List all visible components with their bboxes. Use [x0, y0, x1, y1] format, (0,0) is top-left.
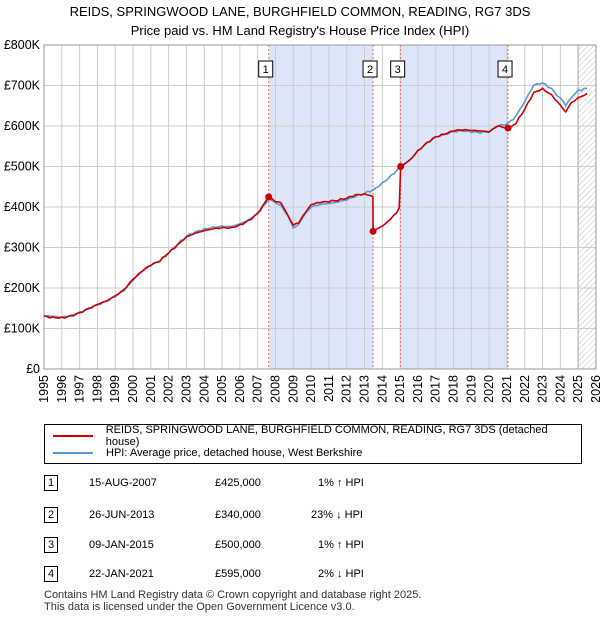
- footer-attribution: Contains HM Land Registry data © Crown c…: [44, 589, 421, 613]
- x-tick-label: 2021: [500, 375, 514, 403]
- chart-legend: REIDS, SPRINGWOOD LANE, BURGHFIELD COMMO…: [44, 424, 582, 464]
- x-tick-label: 2013: [358, 375, 372, 403]
- sale-date: 26-JUN-2013: [89, 509, 155, 521]
- sale-price: £340,000: [215, 509, 261, 521]
- x-tick-label: 1995: [37, 375, 51, 403]
- y-tick-label: £300K: [4, 241, 41, 255]
- sale-price: £425,000: [215, 477, 261, 489]
- x-tick-label: 2023: [536, 375, 550, 403]
- footer-licence: This data is licensed under the Open Gov…: [44, 601, 355, 613]
- sale-hpi-change: 2% ↓ HPI: [318, 568, 364, 580]
- x-tick-label: 2005: [215, 375, 229, 403]
- sale-date: 09-JAN-2015: [89, 539, 154, 551]
- x-tick-label: 2022: [518, 375, 532, 403]
- x-tick-label: 2004: [197, 375, 211, 403]
- sale-label: 1: [263, 64, 269, 76]
- sale-label-box: [497, 60, 513, 78]
- legend-item-property: REIDS, SPRINGWOOD LANE, BURGHFIELD COMMO…: [53, 424, 581, 448]
- legend-label-hpi: HPI: Average price, detached house, West…: [106, 447, 363, 459]
- y-tick-label: £0: [26, 362, 40, 376]
- sale-number-badge: 3: [44, 537, 58, 553]
- x-tick-label: 2006: [233, 375, 247, 403]
- sale-point: [504, 124, 512, 132]
- sale-price: £595,000: [215, 568, 261, 580]
- x-tick-label: 2012: [340, 375, 354, 403]
- chart-title-block: REIDS, SPRINGWOOD LANE, BURGHFIELD COMMO…: [0, 2, 600, 40]
- x-tick-label: 2011: [322, 375, 336, 402]
- x-tick-label: 2017: [429, 375, 443, 403]
- x-tick-label: 1997: [73, 375, 87, 403]
- x-tick-label: 2020: [482, 375, 496, 403]
- sale-label-box: [390, 60, 406, 78]
- legend-swatch-hpi: [53, 452, 93, 454]
- sale-label-box: [258, 60, 274, 78]
- x-tick-label: 2008: [268, 375, 282, 403]
- sale-label-box: [362, 60, 378, 78]
- sale-label: 2: [367, 64, 373, 76]
- sale-date: 15-AUG-2007: [89, 477, 157, 489]
- sale-number-badge: 2: [44, 507, 58, 523]
- sale-hpi-change: 1% ↑ HPI: [318, 539, 364, 551]
- x-tick-label: 2002: [162, 375, 176, 403]
- price-chart: £0 £100K £200K £300K £400K £500K £600K £700K £80…: [4, 38, 600, 403]
- sale-date: 22-JAN-2021: [89, 568, 154, 580]
- x-tick-label: 2001: [144, 375, 158, 403]
- x-tick-label: 2000: [126, 375, 140, 403]
- chart-subtitle: Price paid vs. HM Land Registry's House …: [130, 23, 470, 38]
- x-tick-label: 2015: [393, 375, 407, 403]
- footer-copyright: Contains HM Land Registry data © Crown c…: [44, 589, 422, 601]
- x-tick-label: 1996: [55, 375, 69, 403]
- y-tick-label: £800K: [4, 38, 41, 52]
- sale-label: 3: [395, 64, 401, 76]
- sale-price: £500,000: [215, 539, 261, 551]
- y-tick-label: £600K: [4, 119, 41, 133]
- x-tick-label: 2016: [411, 375, 425, 403]
- legend-swatch-property: [53, 435, 93, 437]
- y-tick-label: £200K: [4, 281, 41, 295]
- x-tick-label: 2018: [447, 375, 461, 403]
- y-tick-label: £100K: [4, 322, 41, 336]
- x-tick-label: 2007: [251, 375, 265, 403]
- sale-hpi-change: 23% ↓ HPI: [311, 509, 363, 521]
- y-tick-label: £500K: [4, 160, 41, 174]
- x-tick-label: 2010: [304, 375, 318, 403]
- x-tick-label: 1998: [90, 375, 104, 403]
- x-tick-label: 2019: [464, 375, 478, 403]
- chart-title: REIDS, SPRINGWOOD LANE, BURGHFIELD COMMO…: [69, 4, 531, 19]
- x-tick-label: 1999: [108, 375, 122, 403]
- x-tick-label: 2024: [553, 375, 567, 403]
- y-tick-label: £700K: [4, 79, 41, 93]
- x-tick-label: 2009: [286, 375, 300, 403]
- legend-item-hpi: HPI: Average price, detached house, West…: [53, 445, 362, 461]
- x-tick-label: 2025: [571, 375, 585, 403]
- x-tick-label: 2014: [375, 375, 389, 403]
- legend-label-property: REIDS, SPRINGWOOD LANE, BURGHFIELD COMMO…: [105, 424, 548, 448]
- x-tick-label: 2003: [179, 375, 193, 403]
- sale-label: 4: [502, 64, 508, 76]
- x-tick-label: 2026: [589, 375, 600, 403]
- sale-point: [369, 227, 377, 235]
- property-series-line: [43, 87, 588, 320]
- sale-number-badge: 4: [44, 566, 58, 582]
- y-tick-label: £400K: [4, 200, 41, 214]
- sale-point: [397, 163, 405, 170]
- sale-point: [265, 193, 273, 201]
- plot-frame: [43, 44, 597, 370]
- sale-number-badge: 1: [44, 475, 58, 491]
- sale-hpi-change: 1% ↑ HPI: [318, 477, 364, 489]
